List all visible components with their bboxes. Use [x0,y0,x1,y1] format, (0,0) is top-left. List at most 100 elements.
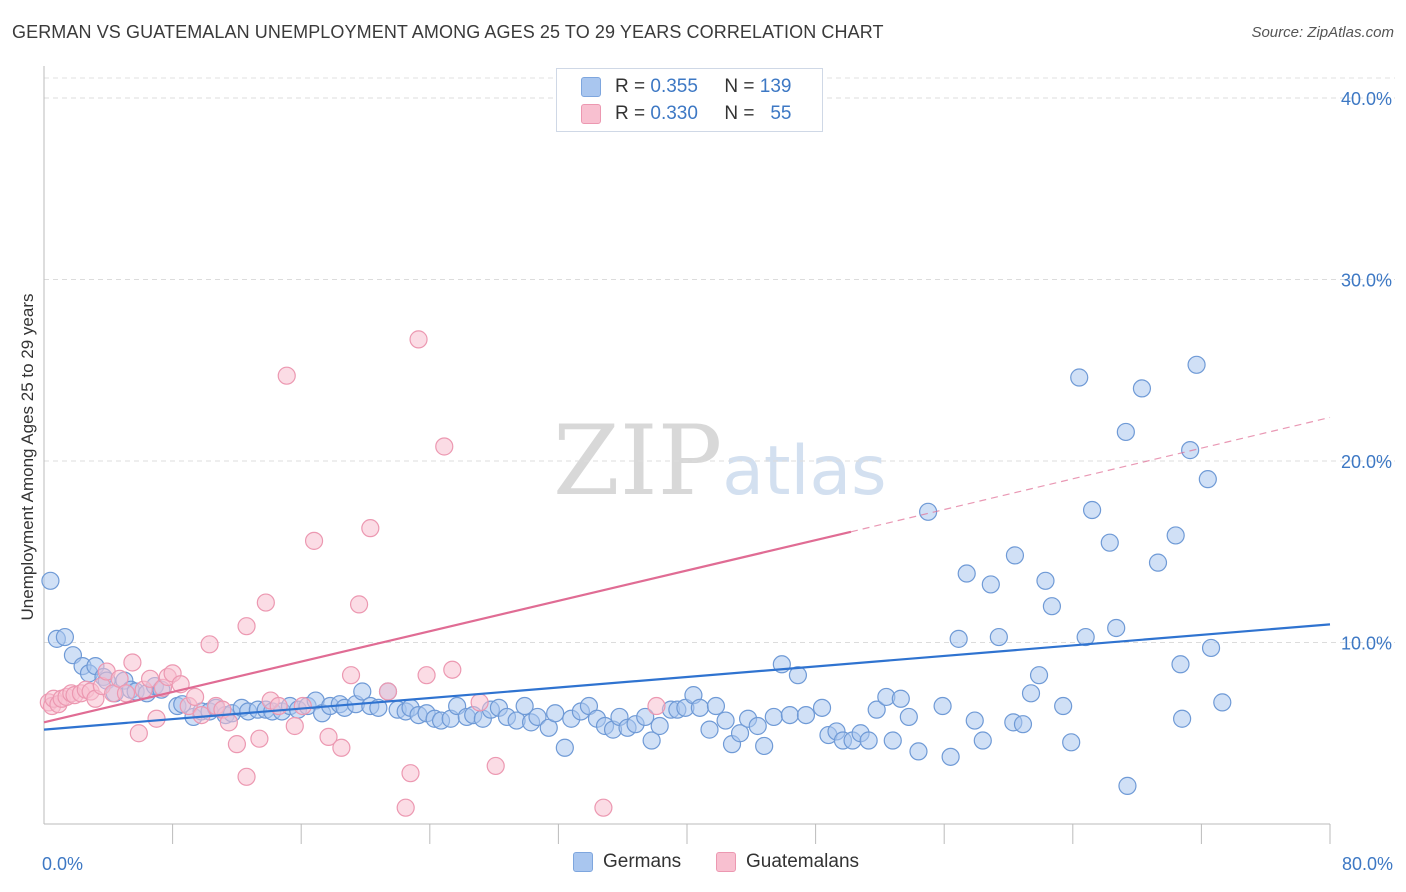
data-point-germans [1021,684,1041,703]
data-point-germans [690,698,709,717]
data-point-guatemalans [285,716,304,736]
data-point-germans [949,629,968,648]
data-point-germans [1213,693,1232,712]
y-tick-label: 40.0% [1341,89,1392,109]
data-point-guatemalans [227,735,246,754]
data-point-germans [883,731,902,750]
data-point-guatemalans [396,798,415,817]
data-point-germans [989,627,1008,647]
legend-swatch-germans [581,77,601,97]
data-point-germans [941,747,960,766]
data-point-germans [1173,709,1192,728]
data-point-germans [546,704,565,723]
data-point-germans [933,696,952,716]
legend-row-guatemalans: R = 0.330 N = 55 [581,102,791,126]
data-point-germans [41,571,60,590]
data-point-germans [528,707,547,727]
data-point-germans [730,724,750,743]
data-point-germans [1132,379,1152,398]
data-point-guatemalans [435,437,454,456]
data-point-germans [859,731,878,750]
y-tick-label: 30.0% [1341,271,1392,291]
source-label: Source: ZipAtlas.com [1251,24,1394,41]
data-point-guatemalans [129,724,148,743]
data-point-germans [1005,546,1025,565]
data-point-germans [706,696,726,716]
data-point-guatemalans [378,682,398,701]
data-point-germans [812,698,832,717]
legend-label-germans: Germans [603,851,682,872]
data-point-germans [353,682,372,701]
legend-row-germans: R = 0.355 N = 139 [581,75,791,99]
y-tick-label: 20.0% [1341,452,1392,472]
legend-n-label: N = [724,76,755,97]
data-point-guatemalans [250,729,269,748]
data-point-germans [716,711,735,730]
data-point-guatemalans [277,366,296,385]
data-point-germans [748,716,767,736]
data-point-guatemalans [123,653,142,672]
legend-n-value: 139 [759,76,792,97]
legend-r-value: 0.330 [650,103,698,124]
data-point-germans [1187,355,1206,374]
data-point-guatemalans [116,684,136,703]
data-point-guatemalans [237,767,256,786]
x-tick-label-max: 80.0% [1342,854,1393,874]
data-point-germans [755,736,774,756]
data-point-germans [899,707,918,727]
data-point-guatemalans [486,756,505,776]
data-point-guatemalans [200,635,219,654]
data-point-germans [636,707,655,727]
legend-n-value: 55 [770,103,792,124]
data-point-germans [909,742,928,761]
data-point-germans [1013,715,1033,734]
data-point-germans [1166,526,1185,545]
data-point-germans [796,705,816,725]
data-point-guatemalans [594,798,613,817]
data-point-guatemalans [341,666,361,685]
data-point-germans [1082,500,1102,520]
x-tick-label-min: 0.0% [42,854,83,874]
data-point-guatemalans [319,727,338,746]
data-point-germans [1036,571,1055,590]
data-point-germans [981,575,1000,594]
data-point-germans [55,627,74,647]
watermark: ZIPatlas [553,405,887,517]
trend-line-germans [43,623,1331,731]
data-point-guatemalans [293,696,312,716]
data-point-germans [1062,733,1081,752]
data-point-germans [1054,696,1073,716]
legend-label-guatemalans: Guatemalans [746,851,860,872]
data-point-guatemalans [147,709,166,728]
legend-item-germans: Germans [573,851,681,873]
data-point-germans [891,689,910,708]
data-point-germans [1181,441,1200,460]
data-point-guatemalans [186,687,205,707]
data-point-germans [965,711,984,730]
chart-title: GERMAN VS GUATEMALAN UNEMPLOYMENT AMONG … [12,22,884,42]
bottom-swatch-guatemalans [716,852,736,872]
data-point-guatemalans [256,593,275,612]
bottom-swatch-germans [573,852,593,872]
data-point-guatemalans [647,696,666,716]
data-point-guatemalans [470,693,489,712]
data-point-guatemalans [140,669,160,688]
data-point-guatemalans [409,330,428,349]
data-point-germans [1198,470,1217,489]
data-point-germans [1171,655,1190,674]
data-point-germans [973,731,992,750]
y-axis-label: Unemployment Among Ages 25 to 29 years [18,293,37,621]
data-point-guatemalans [417,666,436,685]
legend-item-guatemalans: Guatemalans [716,851,859,873]
data-point-germans [788,666,808,685]
trend-extension-guatemalans [850,416,1331,533]
data-point-germans [1100,533,1119,552]
data-point-germans [642,731,661,750]
data-point-guatemalans [237,617,256,636]
legend-r-label: R = [615,103,646,124]
data-point-germans [1201,638,1221,658]
data-point-germans [650,716,669,736]
legend-r-label: R = [615,76,646,97]
data-point-guatemalans [349,595,369,614]
